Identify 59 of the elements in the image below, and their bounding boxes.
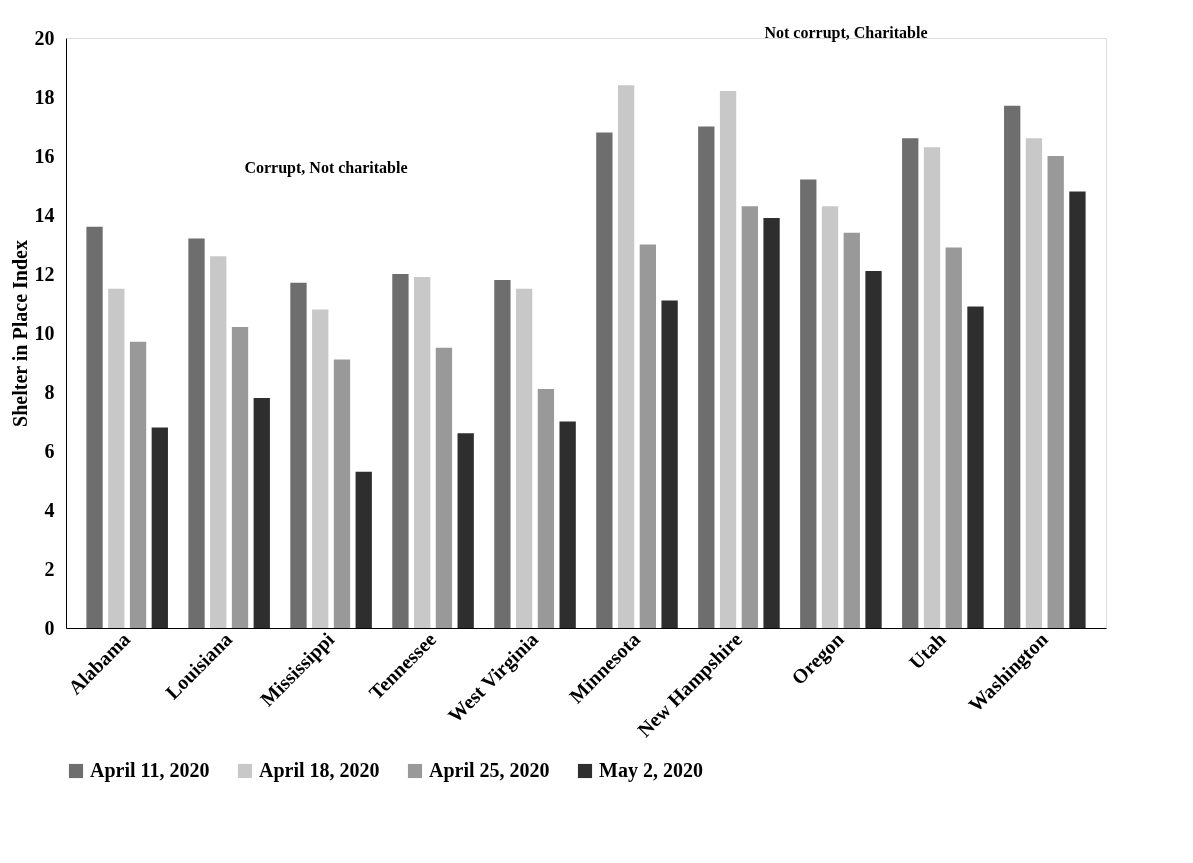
x-tick-label: Utah (904, 628, 950, 674)
bar (639, 244, 657, 628)
bar (741, 206, 758, 628)
bar (333, 359, 351, 628)
bar (1047, 156, 1064, 628)
bar (392, 274, 409, 628)
bar (1069, 191, 1086, 628)
bar (231, 327, 249, 628)
bar (515, 288, 533, 628)
bar (188, 238, 205, 628)
bar (800, 179, 817, 628)
bar (661, 300, 678, 628)
y-axis-title: Shelter in Place Index (8, 240, 31, 427)
bar (719, 91, 737, 628)
bar (108, 288, 125, 628)
bar (843, 232, 860, 628)
bar (865, 271, 882, 628)
y-tick-label: 14 (34, 203, 55, 226)
annotation: Not corrupt, Charitable (764, 24, 928, 42)
bar (1004, 105, 1021, 628)
bar (129, 341, 147, 628)
y-tick-label: 10 (34, 321, 55, 344)
y-tick-label: 20 (34, 26, 55, 49)
bar (821, 206, 839, 628)
legend-label: April 25, 2020 (429, 759, 550, 782)
legend-label: May 2, 2020 (599, 759, 703, 782)
y-tick-label: 8 (44, 380, 55, 403)
y-tick-label: 12 (34, 262, 55, 285)
bar (698, 126, 715, 628)
bar (290, 282, 307, 628)
y-tick-label: 2 (44, 557, 55, 580)
bar (435, 347, 453, 628)
bar (210, 256, 227, 628)
annotation: Corrupt, Not charitable (244, 159, 408, 177)
y-tick-label: 0 (44, 616, 55, 639)
bar (902, 138, 919, 628)
bar (537, 389, 555, 628)
bar (457, 433, 474, 628)
bar (86, 226, 103, 628)
bar (494, 279, 511, 628)
bar (1025, 138, 1043, 628)
bar (312, 309, 329, 628)
bar (617, 85, 635, 628)
y-tick-label: 16 (34, 144, 55, 167)
bar (596, 132, 613, 628)
legend-label: April 18, 2020 (259, 759, 380, 782)
y-tick-label: 6 (44, 439, 55, 462)
bar (253, 397, 270, 628)
bar (967, 306, 984, 628)
bar (763, 217, 780, 628)
bar (414, 276, 431, 628)
bar (151, 427, 168, 628)
bar (923, 147, 941, 628)
y-tick-label: 18 (34, 85, 55, 108)
legend-label: April 11, 2020 (90, 759, 210, 782)
bar (355, 471, 372, 628)
bar (945, 247, 962, 628)
bar (559, 421, 576, 628)
y-tick-label: 4 (44, 498, 55, 521)
